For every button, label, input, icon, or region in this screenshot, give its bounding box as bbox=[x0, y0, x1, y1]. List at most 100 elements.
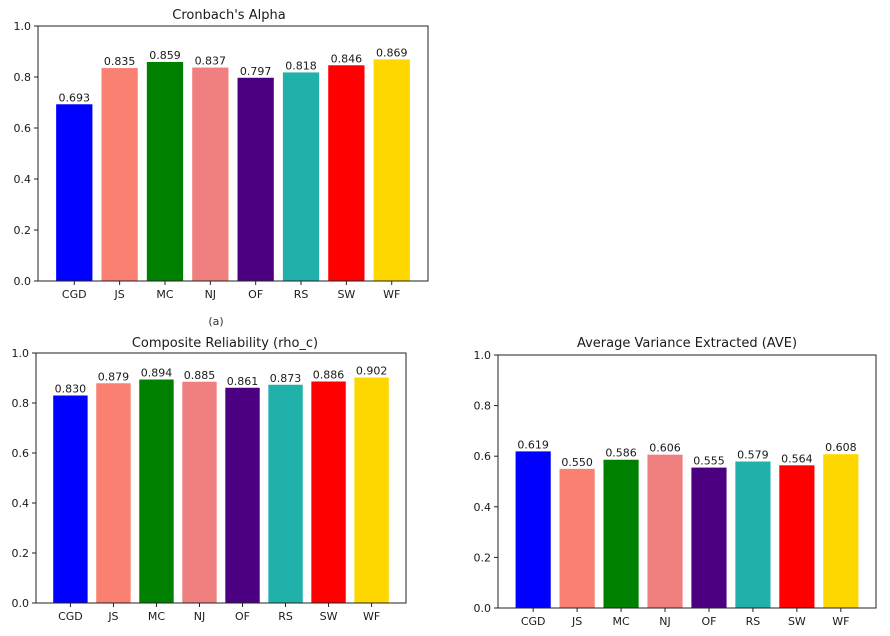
bar-value-label: 0.619 bbox=[517, 438, 549, 451]
x-tick-label: CGD bbox=[521, 615, 546, 628]
y-tick-label: 0.6 bbox=[12, 447, 30, 460]
bar-of bbox=[237, 77, 274, 281]
x-tick-label: WF bbox=[363, 610, 380, 623]
x-tick-label: MC bbox=[612, 615, 629, 628]
bar-sw bbox=[328, 65, 365, 282]
bar-value-label: 0.837 bbox=[195, 55, 227, 68]
bar-value-label: 0.818 bbox=[285, 59, 317, 72]
bar-value-label: 0.835 bbox=[104, 55, 136, 68]
x-tick-label: SW bbox=[320, 610, 338, 623]
y-tick-label: 0.2 bbox=[474, 551, 492, 564]
x-tick-label: NJ bbox=[659, 615, 670, 628]
y-tick-label: 0.0 bbox=[474, 602, 492, 615]
x-tick-label: SW bbox=[337, 288, 355, 301]
y-tick-label: 0.6 bbox=[474, 450, 492, 463]
chart-cronbachs-alpha: Cronbach's Alpha (a) 0.0 0.2 0.4 0.6 0.8 1.0 0… bbox=[14, 8, 429, 328]
bar-cgd bbox=[515, 451, 551, 608]
bar-rs bbox=[268, 384, 303, 603]
bar-value-label: 0.579 bbox=[737, 449, 769, 462]
y-tick-label: 1.0 bbox=[12, 347, 30, 360]
x-tick-label: OF bbox=[235, 610, 250, 623]
bar-of bbox=[225, 387, 260, 603]
bar-value-label: 0.830 bbox=[55, 383, 87, 396]
bar-value-label: 0.564 bbox=[781, 452, 813, 465]
bar-value-label: 0.902 bbox=[356, 365, 388, 378]
y-tick-label: 0.8 bbox=[12, 397, 30, 410]
bar-rs bbox=[735, 461, 771, 608]
y-tick-label: 0.4 bbox=[12, 497, 30, 510]
plot-frame bbox=[37, 25, 429, 282]
bar-cgd bbox=[53, 395, 88, 603]
plot-frame bbox=[497, 354, 877, 609]
bar-cgd bbox=[56, 104, 93, 281]
chart-title: Composite Reliability (rho_c) bbox=[132, 336, 318, 351]
bar-value-label: 0.861 bbox=[227, 375, 259, 388]
x-tick-label: OF bbox=[701, 615, 716, 628]
y-tick-label: 0.4 bbox=[474, 501, 492, 514]
chart-title: Cronbach's Alpha bbox=[172, 8, 285, 23]
bar-nj bbox=[182, 381, 217, 603]
bar-sw bbox=[311, 381, 346, 603]
x-tick-label: MC bbox=[148, 610, 165, 623]
bar-sw bbox=[779, 465, 815, 608]
x-tick-label: JS bbox=[107, 610, 118, 623]
bar-value-label: 0.869 bbox=[376, 46, 408, 59]
plot-frame bbox=[35, 352, 407, 604]
bar-value-label: 0.693 bbox=[59, 91, 91, 104]
bar-value-label: 0.555 bbox=[693, 455, 725, 468]
bar-value-label: 0.608 bbox=[825, 441, 857, 454]
x-tick-label: WF bbox=[832, 615, 849, 628]
x-tick-label: RS bbox=[278, 610, 293, 623]
x-tick-label: CGD bbox=[62, 288, 87, 301]
bar-value-label: 0.846 bbox=[331, 52, 363, 65]
y-tick-label: 0.8 bbox=[474, 400, 492, 413]
x-tick-label: MC bbox=[156, 288, 173, 301]
x-tick-label: RS bbox=[746, 615, 761, 628]
bar-value-label: 0.879 bbox=[98, 370, 130, 383]
y-tick-label: 0.0 bbox=[14, 275, 32, 288]
panel-label: (a) bbox=[208, 315, 223, 328]
bar-js bbox=[101, 68, 138, 281]
bar-of bbox=[691, 467, 727, 608]
bar-value-label: 0.586 bbox=[605, 447, 637, 460]
bar-value-label: 0.885 bbox=[184, 369, 216, 382]
bar-value-label: 0.606 bbox=[649, 442, 681, 455]
bar-nj bbox=[647, 454, 683, 608]
y-tick-label: 1.0 bbox=[474, 349, 492, 362]
bar-value-label: 0.797 bbox=[240, 65, 272, 78]
x-tick-label: CGD bbox=[58, 610, 83, 623]
x-tick-label: WF bbox=[383, 288, 400, 301]
x-tick-label: SW bbox=[788, 615, 806, 628]
x-tick-label: JS bbox=[571, 615, 582, 628]
chart-title: Average Variance Extracted (AVE) bbox=[577, 336, 797, 351]
y-tick-label: 0.2 bbox=[12, 547, 30, 560]
bar-wf bbox=[373, 59, 410, 281]
x-tick-label: RS bbox=[294, 288, 309, 301]
bar-rs bbox=[282, 72, 320, 281]
y-tick-label: 0.8 bbox=[14, 71, 32, 84]
x-tick-label: OF bbox=[248, 288, 263, 301]
bar-value-label: 0.894 bbox=[141, 367, 173, 380]
chart-average-variance-extracted: Average Variance Extracted (AVE) 0.0 0.2 0… bbox=[474, 336, 877, 628]
bar-value-label: 0.886 bbox=[313, 369, 345, 382]
bar-nj bbox=[192, 67, 229, 281]
x-tick-label: NJ bbox=[205, 288, 216, 301]
y-tick-label: 0.0 bbox=[12, 597, 30, 610]
y-tick-label: 0.4 bbox=[14, 173, 32, 186]
bar-mc bbox=[139, 379, 174, 603]
bar-wf bbox=[354, 377, 389, 603]
bar-mc bbox=[603, 459, 639, 608]
bar-js bbox=[559, 468, 595, 608]
bar-value-label: 0.873 bbox=[270, 372, 302, 385]
x-tick-label: JS bbox=[114, 288, 125, 301]
bar-js bbox=[96, 383, 131, 603]
bar-value-label: 0.859 bbox=[149, 49, 181, 62]
bar-value-label: 0.550 bbox=[561, 456, 593, 469]
y-tick-label: 1.0 bbox=[14, 20, 32, 33]
y-tick-label: 0.6 bbox=[14, 122, 32, 135]
chart-composite-reliability: Composite Reliability (rho_c) 0.0 0.2 0.4 0… bbox=[12, 336, 407, 623]
x-tick-label: NJ bbox=[194, 610, 205, 623]
bar-wf bbox=[823, 454, 859, 608]
bar-mc bbox=[146, 61, 184, 281]
